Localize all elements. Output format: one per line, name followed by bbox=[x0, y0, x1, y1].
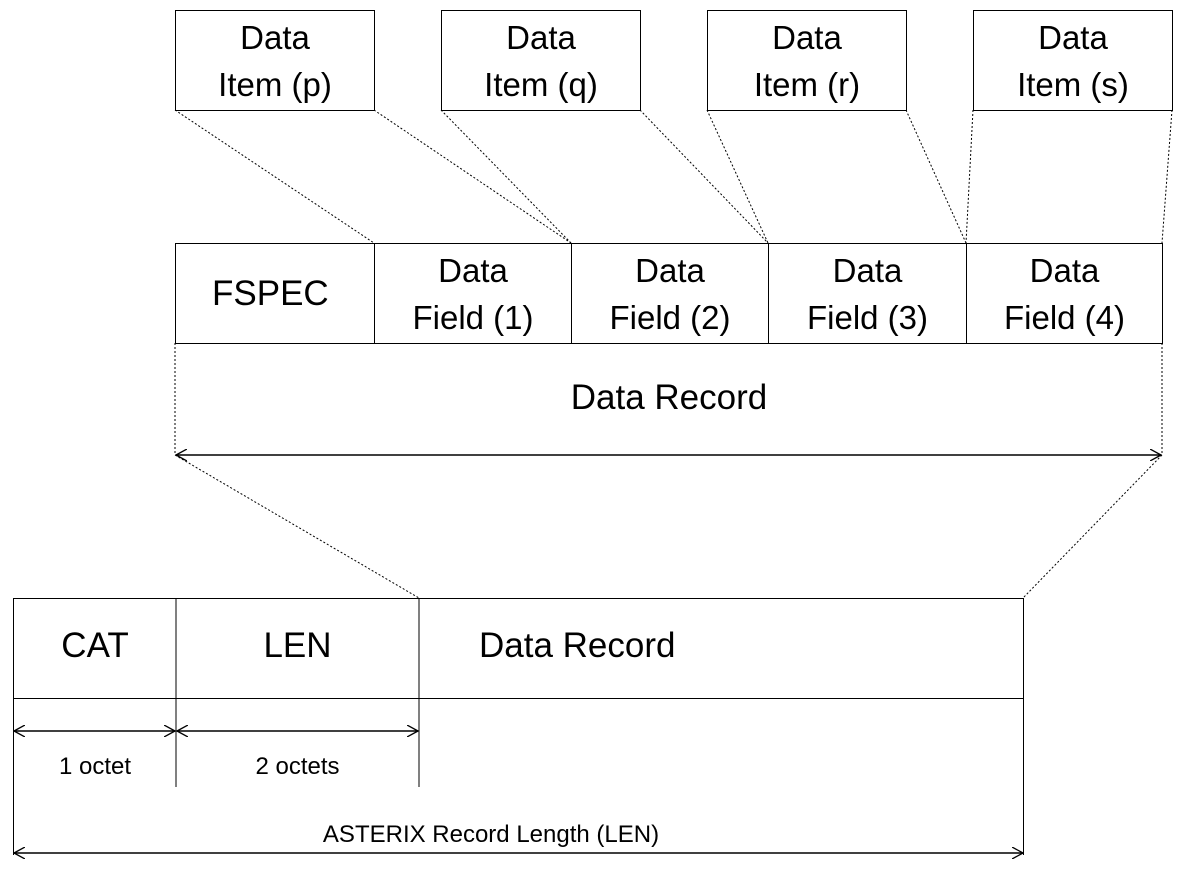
data-item-r: Data Item (r) bbox=[707, 10, 907, 111]
connector-item-p-right bbox=[373, 109, 572, 244]
fspec-label: FSPEC bbox=[212, 273, 329, 313]
data-field-3-line1: Data bbox=[832, 251, 903, 289]
data-item-q: Data Item (q) bbox=[441, 10, 641, 111]
data-item-p-line1: Data bbox=[240, 18, 310, 56]
data-field-1-line1: Data bbox=[438, 251, 508, 289]
connector-record-right bbox=[1022, 454, 1163, 599]
data-field-3-line2: Field (3) bbox=[806, 298, 929, 336]
connector-item-p-left bbox=[174, 109, 375, 244]
data-item-q-line1: Data bbox=[506, 18, 576, 56]
data-item-p: Data Item (p) bbox=[175, 10, 375, 111]
data-item-r-line2: Item (r) bbox=[753, 65, 861, 103]
connector-item-q-right bbox=[639, 109, 769, 244]
data-field-4-line2: Field (4) bbox=[1003, 298, 1126, 336]
data-field-2-line2: Field (2) bbox=[609, 298, 731, 336]
connector-item-s-right bbox=[1161, 109, 1173, 244]
asterix-length-label: ASTERIX Record Length (LEN) bbox=[322, 821, 660, 849]
fspec-box: FSPEC bbox=[175, 243, 375, 344]
connector-item-r-left bbox=[706, 109, 769, 244]
data-item-q-line2: Item (q) bbox=[484, 65, 598, 103]
connector-record-left bbox=[174, 454, 420, 599]
len-size-label: 2 octets bbox=[255, 753, 340, 781]
cat-label: CAT bbox=[61, 626, 129, 666]
data-item-s-line2: Item (s) bbox=[1017, 65, 1129, 103]
data-field-1-line2: Field (1) bbox=[412, 298, 534, 336]
data-record-label: Data Record bbox=[570, 378, 768, 418]
connector-item-q-left bbox=[440, 109, 572, 244]
connector-item-s-left bbox=[965, 109, 974, 244]
len-label: LEN bbox=[263, 626, 332, 666]
asterix-data-record-label: Data Record bbox=[479, 626, 676, 666]
data-item-s-line1: Data bbox=[1038, 18, 1108, 56]
data-field-2-line1: Data bbox=[635, 251, 705, 289]
cat-size-label: 1 octet bbox=[58, 753, 132, 781]
data-item-s: Data Item (s) bbox=[973, 10, 1173, 111]
data-item-p-line2: Item (p) bbox=[218, 65, 332, 103]
connector-item-r-right bbox=[905, 109, 967, 244]
data-field-3: Data Field (3) bbox=[768, 243, 967, 344]
data-item-r-line1: Data bbox=[772, 18, 842, 56]
data-field-4: Data Field (4) bbox=[966, 243, 1163, 344]
asterix-record-box bbox=[13, 598, 1024, 699]
data-field-1: Data Field (1) bbox=[374, 243, 572, 344]
data-field-4-line1: Data bbox=[1029, 251, 1100, 289]
data-field-2: Data Field (2) bbox=[571, 243, 769, 344]
